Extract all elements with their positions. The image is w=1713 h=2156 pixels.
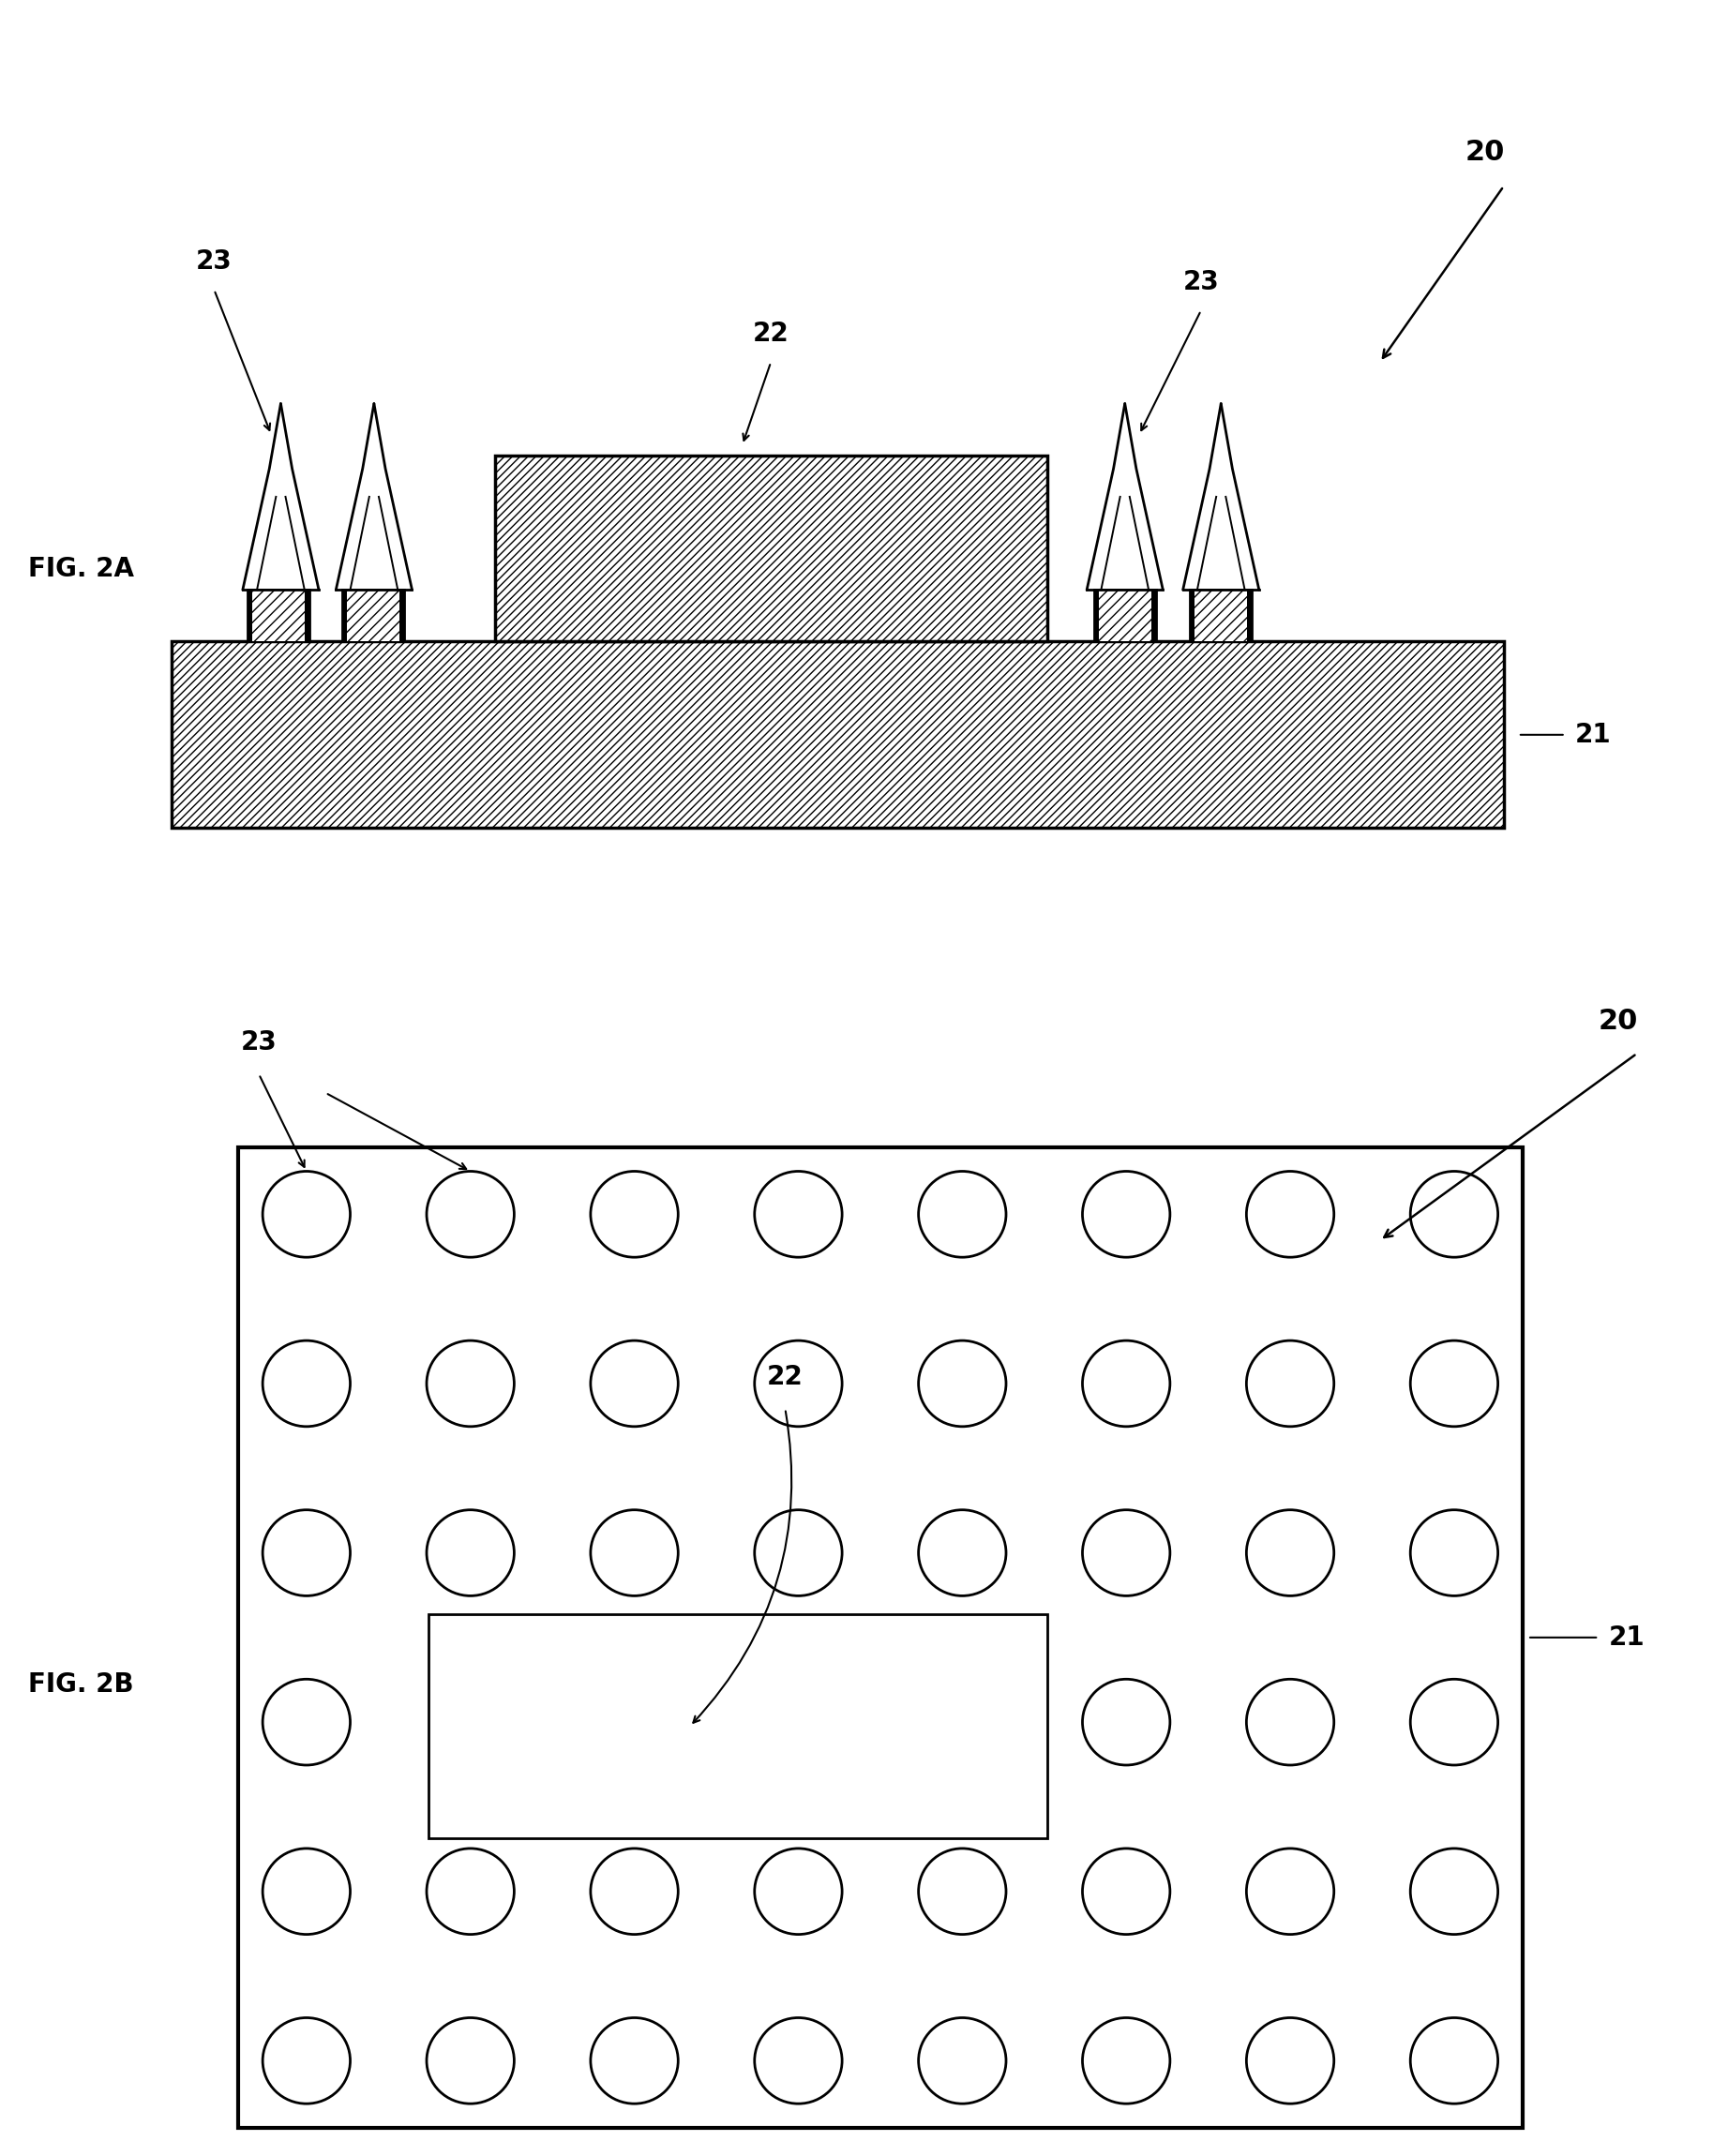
Circle shape — [1410, 1509, 1497, 1595]
Circle shape — [1247, 1509, 1334, 1595]
Text: 22: 22 — [752, 321, 790, 347]
Circle shape — [1247, 2018, 1334, 2104]
Circle shape — [591, 2018, 678, 2104]
Circle shape — [754, 1509, 843, 1595]
Circle shape — [262, 1341, 349, 1427]
Text: 21: 21 — [1574, 722, 1612, 748]
Circle shape — [262, 1848, 349, 1934]
Circle shape — [1083, 1848, 1170, 1934]
Circle shape — [754, 1341, 843, 1427]
Circle shape — [754, 1171, 843, 1257]
Circle shape — [1247, 1680, 1334, 1766]
Circle shape — [918, 1171, 1006, 1257]
Circle shape — [918, 1341, 1006, 1427]
Circle shape — [427, 2018, 514, 2104]
Circle shape — [1083, 1509, 1170, 1595]
Bar — [1100, 591, 1151, 642]
Text: 23: 23 — [1184, 270, 1220, 295]
Circle shape — [262, 1509, 349, 1595]
Circle shape — [918, 1848, 1006, 1934]
Circle shape — [1410, 1680, 1497, 1766]
Circle shape — [754, 2018, 843, 2104]
Circle shape — [427, 1509, 514, 1595]
Bar — [252, 591, 305, 642]
Circle shape — [1083, 1341, 1170, 1427]
Bar — [348, 591, 399, 642]
Text: 20: 20 — [1598, 1007, 1638, 1035]
Bar — [1194, 591, 1247, 642]
Circle shape — [591, 1171, 678, 1257]
Circle shape — [1410, 1171, 1497, 1257]
Circle shape — [591, 1509, 678, 1595]
Circle shape — [1410, 1341, 1497, 1427]
Circle shape — [1410, 1848, 1497, 1934]
Text: FIG. 2B: FIG. 2B — [29, 1671, 134, 1697]
Text: 21: 21 — [1609, 1623, 1644, 1651]
Circle shape — [1247, 1171, 1334, 1257]
Circle shape — [591, 1341, 678, 1427]
Circle shape — [1083, 1680, 1170, 1766]
Bar — [238, 1147, 1523, 2128]
Circle shape — [1083, 1171, 1170, 1257]
Text: 22: 22 — [767, 1363, 803, 1391]
Text: 20: 20 — [1465, 138, 1504, 166]
Bar — [428, 1615, 1047, 1839]
Circle shape — [262, 2018, 349, 2104]
Circle shape — [262, 1680, 349, 1766]
Text: 23: 23 — [242, 1028, 278, 1056]
Text: 23: 23 — [195, 248, 233, 274]
Circle shape — [591, 1848, 678, 1934]
Circle shape — [427, 1171, 514, 1257]
Text: FIG. 2A: FIG. 2A — [29, 556, 135, 582]
Bar — [343, 591, 404, 642]
Circle shape — [918, 2018, 1006, 2104]
Bar — [1095, 591, 1156, 642]
Circle shape — [1247, 1848, 1334, 1934]
Bar — [171, 642, 1504, 828]
Circle shape — [754, 1848, 843, 1934]
Circle shape — [427, 1341, 514, 1427]
Bar — [495, 455, 1047, 642]
Circle shape — [1247, 1341, 1334, 1427]
Circle shape — [427, 1848, 514, 1934]
Circle shape — [1083, 2018, 1170, 2104]
Circle shape — [1410, 2018, 1497, 2104]
Circle shape — [918, 1509, 1006, 1595]
Bar — [247, 591, 310, 642]
Bar — [1189, 591, 1252, 642]
Circle shape — [262, 1171, 349, 1257]
